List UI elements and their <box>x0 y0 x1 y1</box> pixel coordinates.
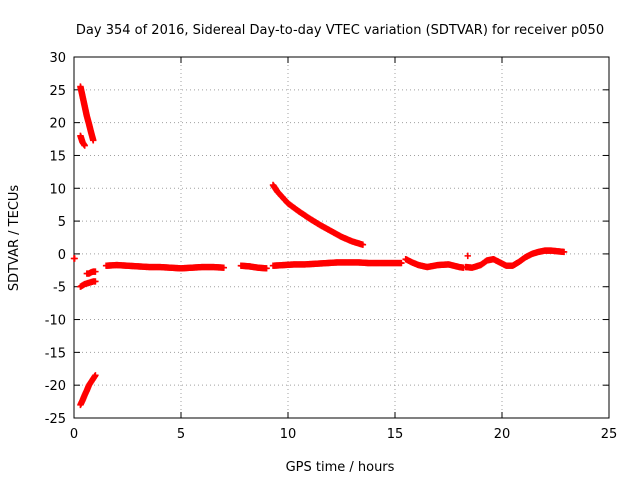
x-tick-label: 5 <box>177 427 185 442</box>
data-point <box>92 278 99 285</box>
data-point <box>92 268 99 275</box>
y-tick-label: -5 <box>53 281 66 296</box>
x-tick-label: 0 <box>70 427 78 442</box>
data-point <box>359 241 367 248</box>
data-point <box>263 265 270 272</box>
data-point <box>560 248 568 256</box>
y-tick-label: 10 <box>49 182 66 197</box>
y-tick-label: -15 <box>45 346 66 361</box>
tick-labels: 0 5 10 15 20 25 -25 -20 -15 -10 -5 0 5 10 15 20 25 30 <box>45 51 618 442</box>
data-point <box>92 372 99 379</box>
plot-frame <box>73 56 610 419</box>
chart-title: Day 354 of 2016, Sidereal Day-to-day VTE… <box>76 23 604 38</box>
x-tick-label: 15 <box>387 427 404 442</box>
data-point <box>71 255 78 262</box>
y-tick-label: 25 <box>49 84 66 99</box>
y-tick-label: 0 <box>58 248 66 263</box>
data-points <box>70 83 568 409</box>
data-point <box>398 259 405 267</box>
y-tick-label: 5 <box>58 215 66 230</box>
x-tick-label: 20 <box>494 427 511 442</box>
y-tick-label: -25 <box>45 412 66 427</box>
data-point <box>220 264 227 271</box>
data-point <box>90 137 97 144</box>
y-tick-label: 30 <box>49 51 66 66</box>
y-axis-label: SDTVAR / TECUs <box>7 185 22 292</box>
grid <box>74 57 609 418</box>
data-point <box>464 252 471 260</box>
y-tick-label: 20 <box>49 117 66 132</box>
y-tick-label: -10 <box>45 314 66 329</box>
x-axis-label: GPS time / hours <box>286 460 395 475</box>
y-tick-label: -20 <box>45 379 66 394</box>
x-tick-label: 25 <box>601 427 618 442</box>
axis-ticks <box>73 56 610 419</box>
data-point <box>81 142 88 149</box>
x-tick-label: 10 <box>280 427 297 442</box>
y-tick-label: 15 <box>49 149 66 164</box>
